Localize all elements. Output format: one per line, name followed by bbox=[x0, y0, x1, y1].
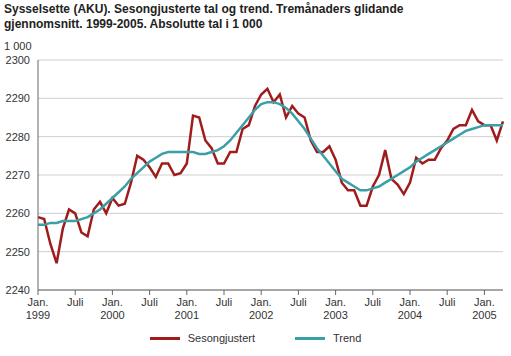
svg-text:Jan.2005: Jan.2005 bbox=[472, 296, 496, 321]
svg-text:2240: 2240 bbox=[8, 284, 30, 296]
svg-text:Juli: Juli bbox=[216, 296, 233, 308]
svg-text:Jan.2003: Jan.2003 bbox=[323, 296, 347, 321]
svg-text:2250: 2250 bbox=[8, 246, 30, 258]
html-text:1 000: 1 000 bbox=[4, 40, 32, 52]
svg-text:Jan.1999: Jan.1999 bbox=[26, 296, 50, 321]
svg-text:Juli: Juli bbox=[439, 296, 456, 308]
svg-text:2290: 2290 bbox=[8, 92, 30, 104]
svg-text:Juli: Juli bbox=[290, 296, 307, 308]
svg-text:2270: 2270 bbox=[8, 169, 30, 181]
svg-text:Jan.2001: Jan.2001 bbox=[175, 296, 199, 321]
html-text:Sysselsette (AKU). Sesongjuste: Sysselsette (AKU). Sesongjusterte tal og… bbox=[4, 2, 404, 31]
svg-text:Jan.2002: Jan.2002 bbox=[249, 296, 273, 321]
svg-text:Juli: Juli bbox=[67, 296, 84, 308]
html-text:Trend: Trend bbox=[333, 332, 362, 344]
svg-text:2300: 2300 bbox=[8, 54, 30, 66]
svg-text:Juli: Juli bbox=[141, 296, 158, 308]
svg-text:2260: 2260 bbox=[8, 207, 30, 219]
svg-text:Juli: Juli bbox=[365, 296, 382, 308]
svg-text:Jan.2000: Jan.2000 bbox=[100, 296, 124, 321]
html-text:Sesongjustert: Sesongjustert bbox=[187, 332, 255, 344]
svg-text:Jan.2004: Jan.2004 bbox=[398, 296, 422, 321]
svg-text:2280: 2280 bbox=[8, 131, 30, 143]
